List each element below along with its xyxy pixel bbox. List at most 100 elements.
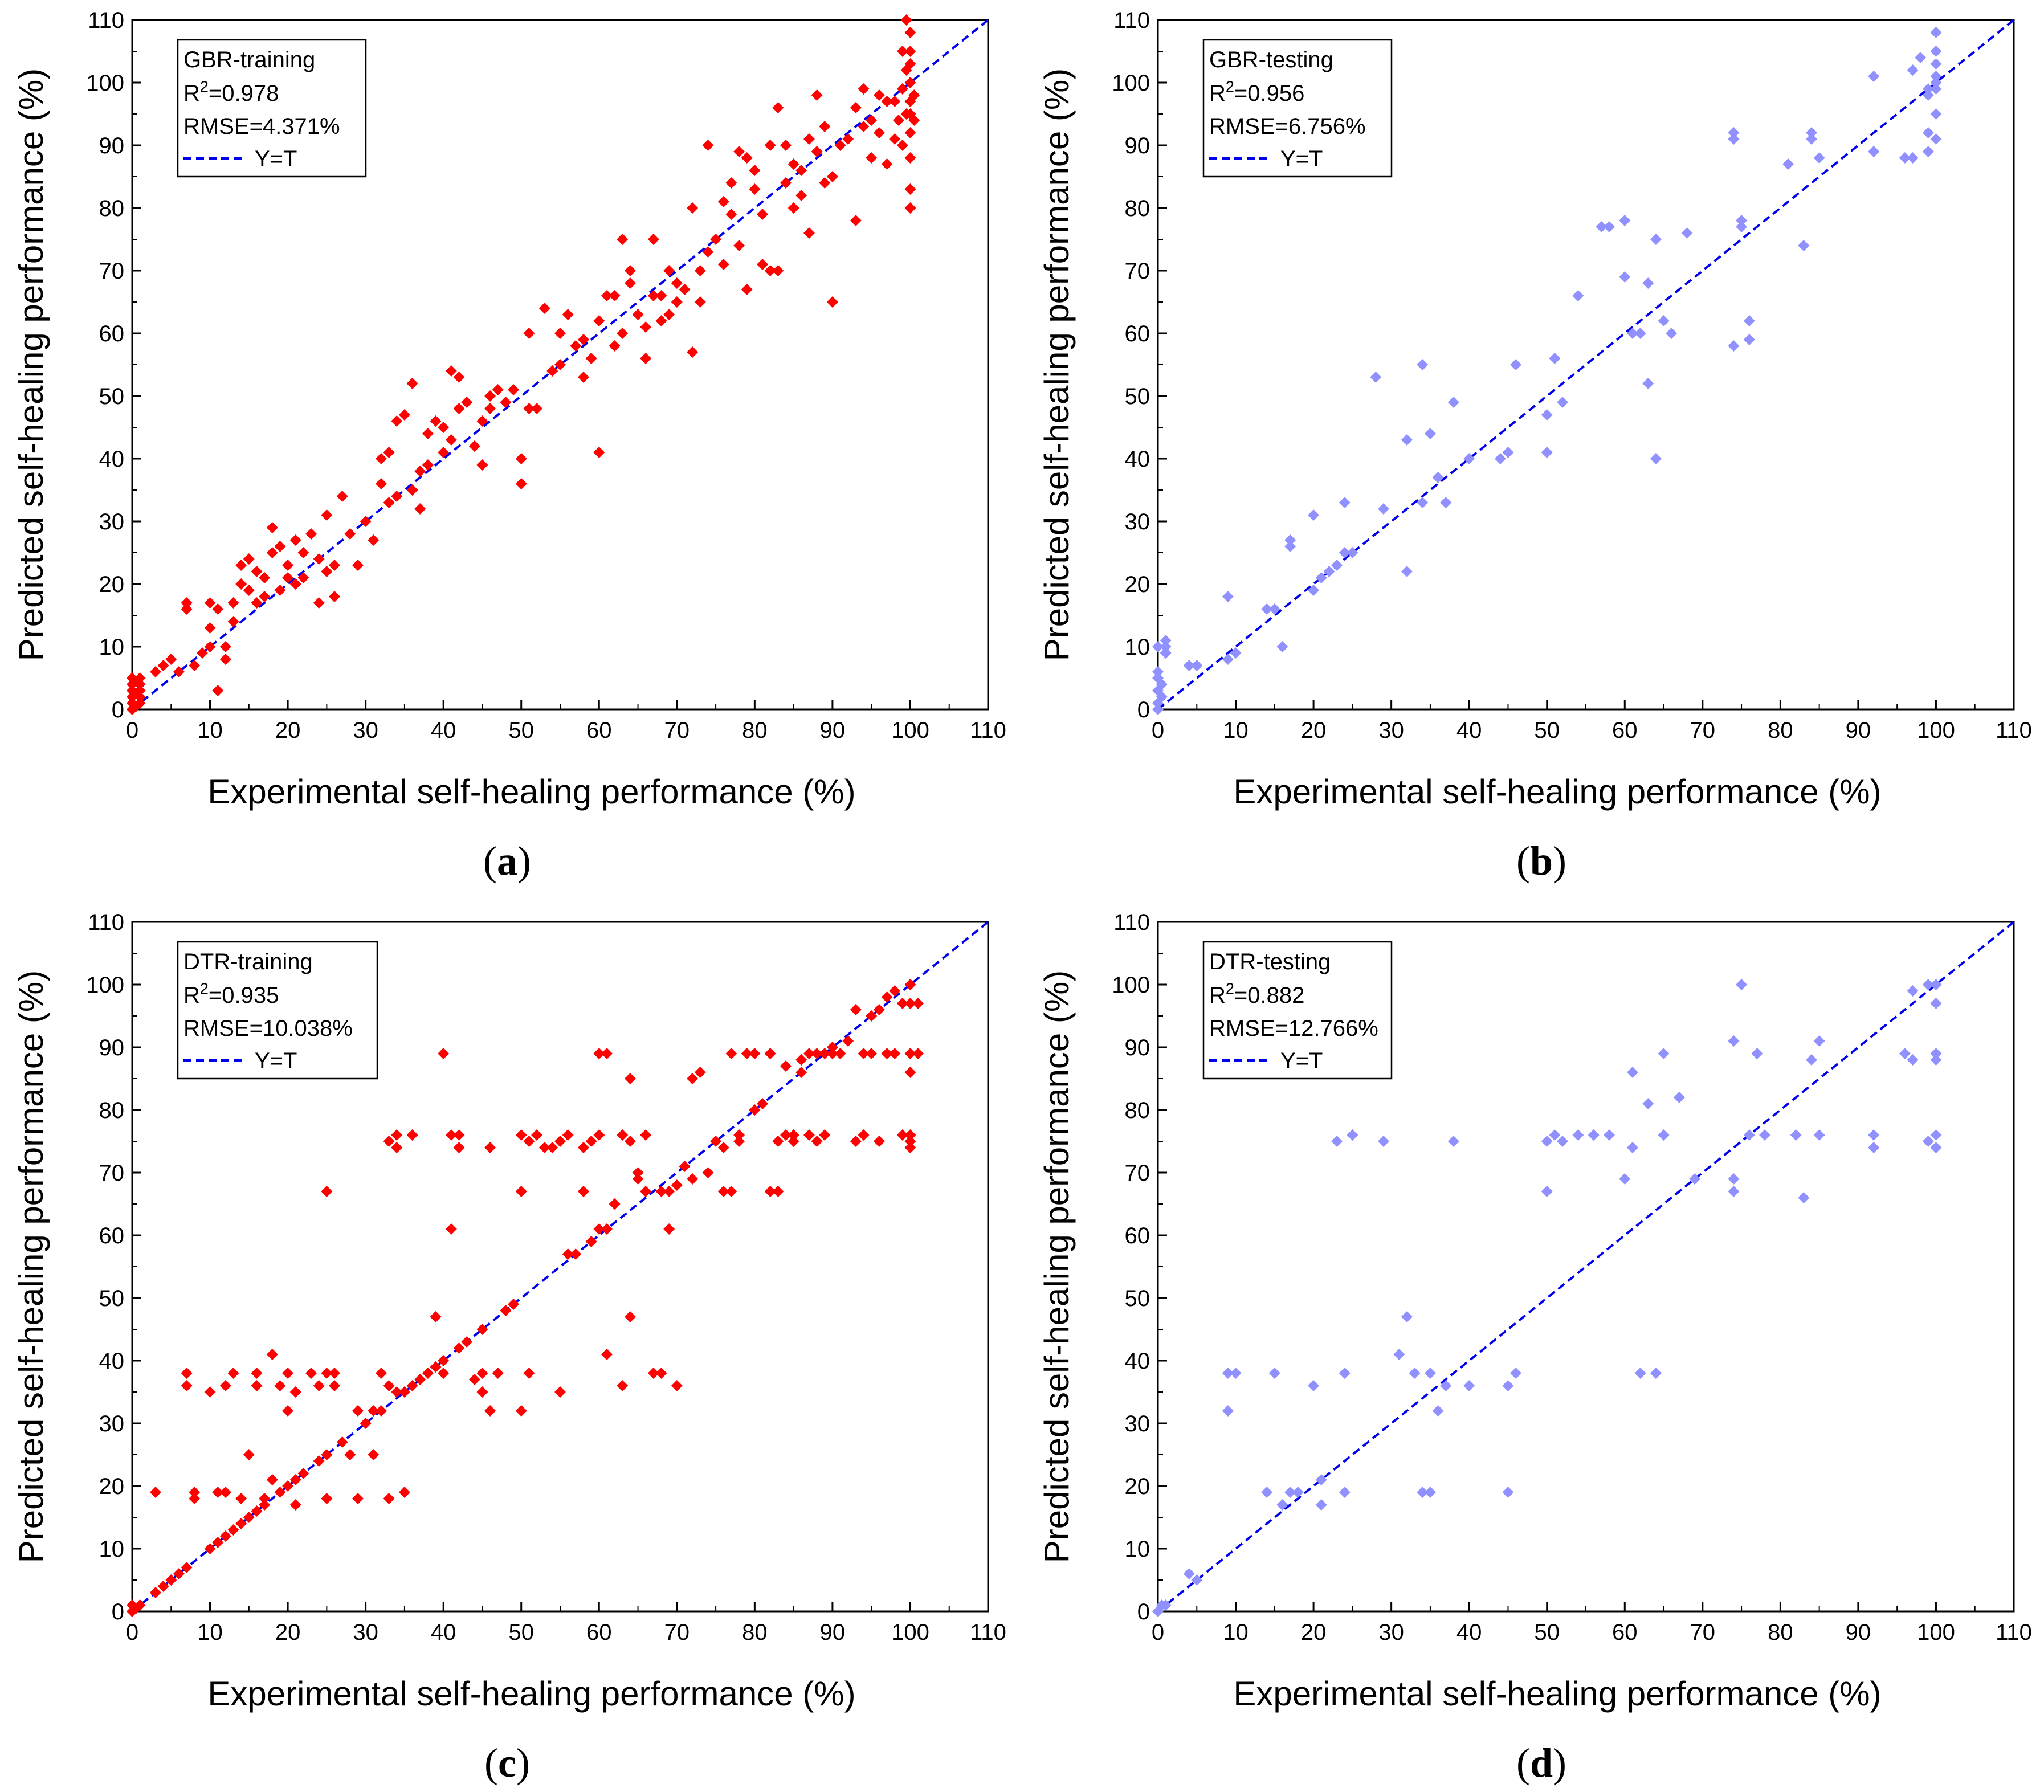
data-point: [749, 165, 761, 176]
x-tick-label: 60: [586, 718, 612, 743]
data-point: [189, 660, 201, 671]
data-point: [904, 1067, 916, 1078]
data-point: [601, 1349, 613, 1360]
data-point: [181, 1368, 193, 1379]
data-point: [1230, 647, 1242, 659]
y-tick-label: 30: [99, 1411, 125, 1436]
data-point: [912, 1048, 924, 1059]
data-point: [398, 409, 410, 421]
data-point: [733, 240, 745, 251]
legend-box: [1202, 941, 1393, 1080]
data-point: [593, 447, 605, 458]
data-point: [1152, 704, 1164, 715]
data-point: [204, 622, 216, 634]
data-point: [1930, 77, 1942, 88]
x-tick-label: 20: [1301, 1620, 1327, 1645]
data-point: [313, 553, 325, 565]
y-tick-label: 30: [1125, 509, 1150, 534]
y-tick-label: 110: [88, 910, 124, 935]
data-point: [1743, 1129, 1755, 1141]
x-tick-label: 90: [820, 718, 846, 743]
legend-r2: R2=0.956: [1209, 78, 1304, 106]
x-tick-label: 10: [197, 1620, 223, 1645]
data-point: [391, 491, 403, 502]
data-point: [1160, 635, 1172, 646]
data-point: [1156, 691, 1168, 703]
data-point: [149, 666, 161, 677]
data-point: [850, 1004, 862, 1015]
data-point: [1308, 1380, 1320, 1391]
data-point: [274, 541, 286, 552]
legend-title: DTR-training: [183, 949, 313, 974]
legend-title: GBR-testing: [1209, 47, 1333, 72]
data-point: [438, 422, 450, 433]
data-point: [219, 654, 231, 665]
data-point: [181, 603, 193, 615]
data-point: [406, 378, 418, 389]
data-point: [687, 346, 699, 358]
data-point: [383, 447, 395, 458]
data-point: [850, 215, 862, 226]
x-tick-label: 70: [664, 1620, 690, 1645]
data-point: [173, 666, 185, 677]
data-point: [1463, 1380, 1475, 1391]
x-tick-label: 90: [1846, 1620, 1871, 1645]
data-point: [422, 428, 434, 439]
data-point: [391, 415, 403, 427]
data-point: [858, 83, 870, 95]
data-point: [562, 309, 574, 320]
data-point: [515, 1129, 527, 1141]
data-point: [1642, 1098, 1654, 1109]
data-point: [1315, 572, 1327, 583]
data-point: [1743, 315, 1755, 326]
data-point: [1930, 133, 1942, 145]
data-point: [717, 1186, 729, 1197]
data-point: [1463, 453, 1475, 464]
data-point: [289, 1499, 301, 1511]
x-tick-label: 110: [1996, 718, 2032, 743]
data-point: [1728, 127, 1740, 138]
data-point: [1922, 146, 1934, 157]
data-point: [577, 334, 589, 345]
data-point: [1315, 1474, 1327, 1485]
data-point: [1339, 547, 1351, 558]
data-point: [655, 315, 667, 326]
data-point: [694, 296, 706, 308]
data-point: [476, 459, 488, 471]
data-point: [904, 1048, 916, 1059]
data-point: [1393, 1349, 1405, 1360]
data-point: [904, 1129, 916, 1141]
data-point: [632, 1173, 644, 1185]
data-point: [858, 1129, 870, 1141]
data-point: [282, 1480, 294, 1492]
data-point: [1230, 1368, 1242, 1379]
data-point: [305, 528, 317, 540]
data-point: [391, 1386, 403, 1398]
y-tick-label: 20: [1125, 572, 1150, 597]
data-point: [130, 688, 142, 700]
data-point: [1377, 1136, 1389, 1147]
data-point: [1634, 1368, 1646, 1379]
y-tick-label: 0: [112, 697, 124, 722]
data-point: [181, 597, 193, 609]
data-point: [896, 46, 908, 57]
x-tick-label: 10: [197, 718, 223, 743]
data-point: [1222, 591, 1234, 602]
data-point: [617, 234, 629, 245]
data-point: [873, 1136, 885, 1147]
data-point: [453, 372, 465, 383]
data-point: [1603, 1129, 1615, 1141]
data-point: [492, 384, 504, 395]
y-tick-label: 70: [99, 259, 125, 284]
data-point: [1276, 641, 1288, 652]
data-point: [904, 27, 916, 38]
data-point: [593, 1223, 605, 1235]
data-point: [251, 597, 263, 609]
data-point: [1572, 290, 1584, 301]
data-point: [130, 675, 142, 687]
data-point: [819, 1129, 831, 1141]
identity-line: [131, 921, 989, 1613]
data-point: [1751, 1048, 1763, 1059]
data-point: [422, 1368, 434, 1379]
data-point: [749, 183, 761, 195]
